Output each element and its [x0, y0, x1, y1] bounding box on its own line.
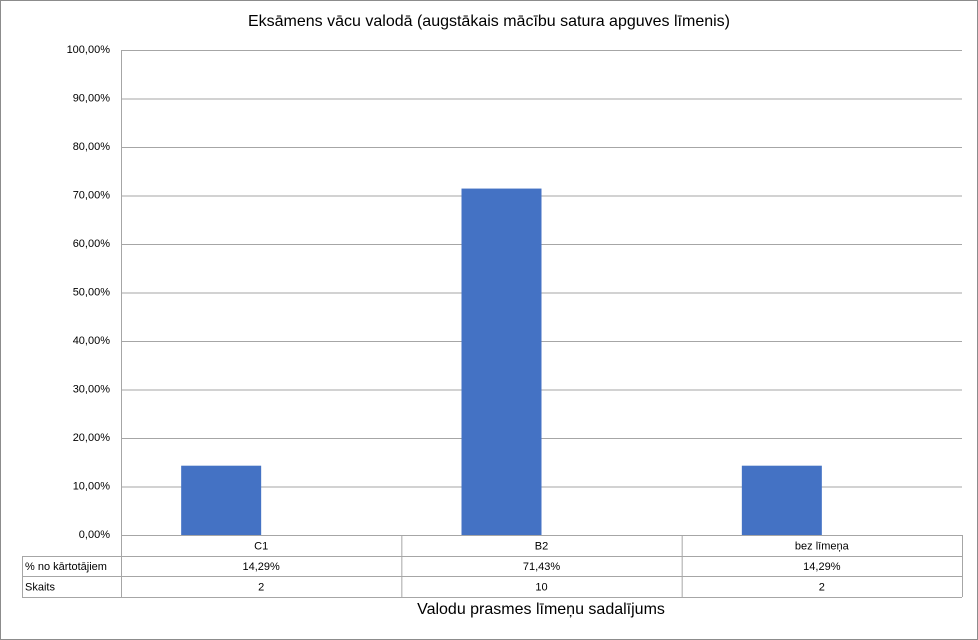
bar	[461, 188, 542, 535]
y-tick-label: 30,00%	[73, 383, 111, 395]
x-axis-title: Valodu prasmes līmeņu sadalījums	[417, 601, 665, 618]
x-tick-label: bez līmeņa	[795, 540, 850, 552]
y-tick-label: 50,00%	[73, 286, 111, 298]
x-tick-label: C1	[254, 540, 268, 552]
y-tick-label: 40,00%	[73, 335, 111, 347]
table-cell: 10	[535, 581, 547, 593]
table-cell: 2	[819, 581, 825, 593]
y-tick-label: 100,00%	[67, 44, 111, 56]
table-cell: 71,43%	[523, 561, 561, 573]
y-tick-label: 0,00%	[79, 529, 110, 541]
table-cell: 2	[258, 581, 264, 593]
y-tick-label: 90,00%	[73, 92, 111, 104]
chart-title: Eksāmens vācu valodā (augstākais mācību …	[248, 13, 730, 30]
x-tick-label: B2	[535, 540, 548, 552]
y-tick-label: 60,00%	[73, 238, 111, 250]
table-cell: 14,29%	[803, 561, 841, 573]
bar	[741, 465, 822, 535]
table-row-label: Skaits	[25, 581, 55, 593]
y-tick-label: 80,00%	[73, 141, 111, 153]
table-cell: 14,29%	[243, 561, 281, 573]
bar	[181, 465, 262, 535]
table-row-label: % no kārtotājiem	[25, 561, 107, 573]
y-tick-label: 70,00%	[73, 189, 111, 201]
y-tick-label: 10,00%	[73, 480, 111, 492]
y-tick-label: 20,00%	[73, 432, 111, 444]
